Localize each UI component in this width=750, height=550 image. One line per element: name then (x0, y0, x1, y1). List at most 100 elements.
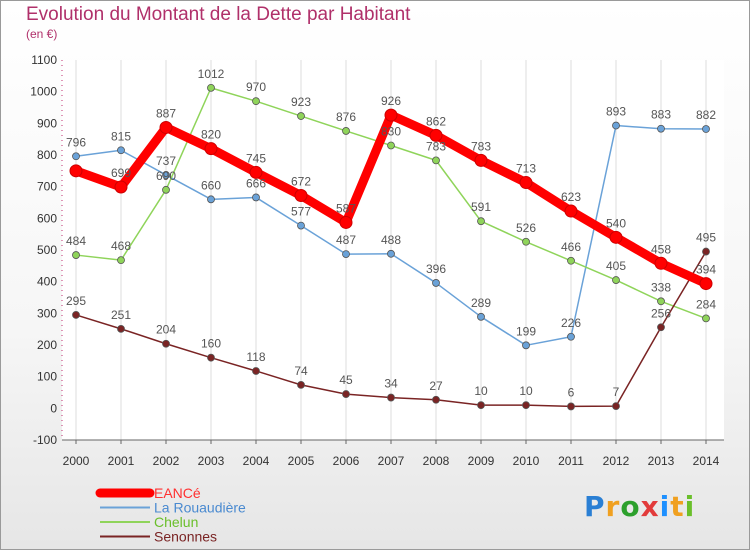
data-point (522, 237, 530, 246)
data-point (699, 277, 713, 291)
legend-label: La Rouaudière (154, 500, 246, 516)
data-point (654, 256, 668, 270)
data-label: 487 (336, 233, 356, 247)
data-point (567, 402, 575, 411)
x-tick-label: 2002 (153, 454, 180, 468)
chart-title: Evolution du Montant de la Dette par Hab… (26, 4, 411, 25)
y-tick-label: 500 (37, 243, 57, 257)
logo-letter: r (605, 490, 621, 523)
data-point (432, 395, 440, 404)
data-point (612, 121, 620, 130)
data-label: 737 (156, 154, 176, 168)
x-tick-label: 2009 (468, 454, 495, 468)
logo-letter: x (640, 490, 660, 523)
data-point (72, 251, 80, 259)
data-point (204, 142, 218, 156)
data-label: 591 (471, 200, 491, 214)
data-label: 338 (651, 280, 671, 294)
x-tick-label: 2011 (558, 454, 584, 468)
logo-letter: t (670, 490, 685, 523)
logo-letter: o (620, 490, 641, 523)
data-point (609, 230, 623, 244)
data-label: 666 (246, 176, 266, 190)
data-point (297, 380, 305, 389)
data-point (387, 393, 395, 402)
data-label: 289 (471, 296, 491, 310)
x-tick-label: 2014 (693, 454, 720, 468)
data-point (117, 146, 125, 155)
data-label: 830 (381, 125, 401, 139)
data-point (162, 171, 170, 179)
data-point (477, 312, 485, 321)
data-point (249, 165, 263, 179)
data-label: 882 (696, 108, 716, 122)
y-tick-label: 1000 (30, 85, 57, 99)
data-label: 405 (606, 259, 626, 273)
data-point (117, 324, 125, 333)
data-point (564, 204, 578, 218)
data-point (384, 108, 398, 122)
y-tick-label: 0 (50, 401, 57, 415)
data-point (702, 125, 710, 133)
data-label: 783 (426, 139, 446, 153)
data-label: 7 (613, 385, 620, 399)
data-label: 396 (426, 262, 446, 276)
data-point (519, 176, 533, 190)
data-point (702, 247, 710, 256)
y-tick-label: 300 (37, 306, 57, 320)
data-label: 745 (246, 151, 266, 165)
data-label: 926 (381, 94, 401, 108)
data-point (252, 97, 260, 106)
data-label: 284 (696, 297, 716, 311)
data-label: 526 (516, 221, 536, 235)
data-point (207, 83, 215, 92)
x-tick-label: 2008 (423, 454, 450, 468)
data-label: 488 (381, 233, 401, 247)
data-label: 468 (111, 239, 131, 253)
data-label: 10 (519, 384, 533, 398)
data-point (114, 180, 128, 194)
data-label: 27 (429, 379, 443, 393)
logo-letter: i (659, 490, 671, 523)
data-label: 893 (606, 105, 626, 119)
data-label: 226 (561, 316, 581, 330)
data-point (162, 339, 170, 348)
x-tick-label: 2004 (243, 454, 270, 468)
data-label: 74 (294, 364, 308, 378)
data-label: 587 (336, 201, 356, 215)
data-point (252, 193, 260, 202)
data-label: 394 (696, 263, 716, 277)
data-label: 204 (156, 323, 176, 337)
data-point (342, 250, 350, 259)
proxiti-logo: Proxiti (584, 490, 695, 523)
data-point (702, 314, 710, 323)
legend-label: EANCé (154, 485, 201, 501)
data-point (162, 185, 170, 194)
data-label: 783 (471, 139, 491, 153)
data-label: 484 (66, 234, 86, 248)
y-tick-label: 400 (37, 275, 57, 289)
data-point (567, 256, 575, 265)
data-label: 713 (516, 162, 536, 176)
data-point (339, 215, 353, 229)
data-label: 923 (291, 95, 311, 109)
data-label: 699 (111, 166, 131, 180)
data-point (387, 141, 395, 150)
data-label: 256 (651, 306, 671, 320)
data-label: 820 (201, 128, 221, 142)
data-point (117, 256, 125, 265)
x-tick-label: 2010 (513, 454, 540, 468)
data-point (387, 249, 395, 258)
x-tick-label: 2005 (288, 454, 315, 468)
x-tick-label: 2001 (108, 454, 135, 468)
data-label: 623 (561, 190, 581, 204)
y-tick-label: 1100 (31, 53, 57, 67)
data-label: 45 (339, 373, 353, 387)
data-point (342, 127, 350, 135)
data-point (294, 189, 308, 203)
data-label: 660 (201, 178, 221, 192)
data-point (657, 323, 665, 332)
y-tick-label: 700 (37, 180, 57, 194)
data-label: 1012 (198, 67, 225, 81)
